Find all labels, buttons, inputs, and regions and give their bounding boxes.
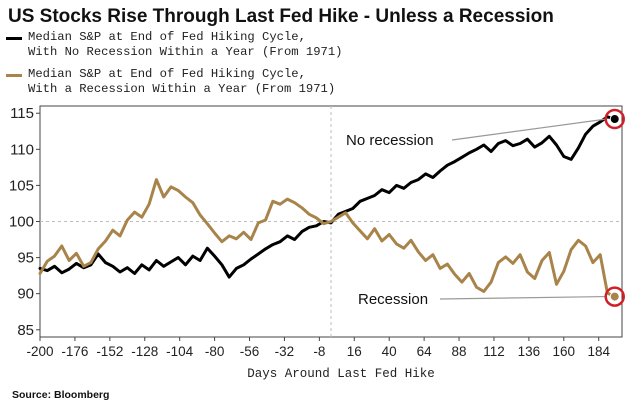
- y-tick-label: 115: [10, 105, 34, 122]
- x-tick-label: 160: [553, 344, 576, 359]
- chart-title: US Stocks Rise Through Last Fed Hike - U…: [8, 6, 554, 27]
- y-tick-label: 85: [17, 322, 34, 339]
- annotation-leader-line: [451, 118, 607, 141]
- legend-label-line-2: With a Recession Within a Year (From 197…: [28, 82, 336, 96]
- x-tick-label: 16: [347, 344, 362, 359]
- legend-label-line-1: Median S&P at End of Fed Hiking Cycle,: [28, 67, 306, 81]
- end-point-highlight-circle: [604, 108, 625, 130]
- x-tick-label: 112: [483, 344, 505, 359]
- annotation-label: Recession: [358, 291, 428, 308]
- x-tick-label: -8: [313, 344, 325, 359]
- x-tick-label: -152: [96, 344, 123, 359]
- legend-label-line-2: With No Recession Within a Year (From 19…: [28, 45, 343, 59]
- legend-label-line-1: Median S&P at End of Fed Hiking Cycle,: [28, 30, 306, 44]
- x-tick-label: 64: [417, 344, 433, 359]
- y-tick-label: 110: [10, 141, 34, 158]
- x-axis-label: Days Around Last Fed Hike: [247, 367, 435, 381]
- x-tick-label: 88: [452, 344, 467, 359]
- end-point-highlight-circle: [604, 286, 625, 307]
- x-tick-label: 40: [382, 344, 397, 359]
- source-note: Source: Bloomberg: [12, 389, 110, 401]
- y-tick-label: 90: [17, 286, 34, 303]
- x-tick-label: -200: [26, 344, 53, 359]
- annotation-label: No recession: [346, 132, 434, 149]
- x-tick-label: -80: [205, 344, 225, 359]
- x-tick-label: 184: [587, 344, 610, 359]
- legend-entry-no-recession: Median S&P at End of Fed Hiking Cycle, W…: [6, 30, 343, 60]
- series-line-no-recession: [38, 115, 617, 279]
- y-tick-label: 95: [17, 250, 34, 267]
- end-point-marker: [609, 291, 620, 302]
- annotation-leader-line: [439, 295, 607, 300]
- x-tick-label: -56: [240, 344, 260, 359]
- x-tick-label: -32: [275, 344, 295, 359]
- x-tick-label: -104: [166, 344, 194, 359]
- y-tick-label: 105: [9, 177, 34, 194]
- x-tick-label: 136: [518, 344, 541, 359]
- legend-swatch-no-recession: [6, 37, 22, 40]
- legend-entry-recession: Median S&P at End of Fed Hiking Cycle, W…: [6, 67, 335, 97]
- x-tick-label: -176: [61, 344, 88, 359]
- end-point-marker: [609, 113, 620, 124]
- y-tick-label: 100: [9, 214, 34, 231]
- series-line-recession: [38, 178, 617, 299]
- x-tick-label: -128: [131, 344, 158, 359]
- legend-swatch-recession: [6, 74, 22, 77]
